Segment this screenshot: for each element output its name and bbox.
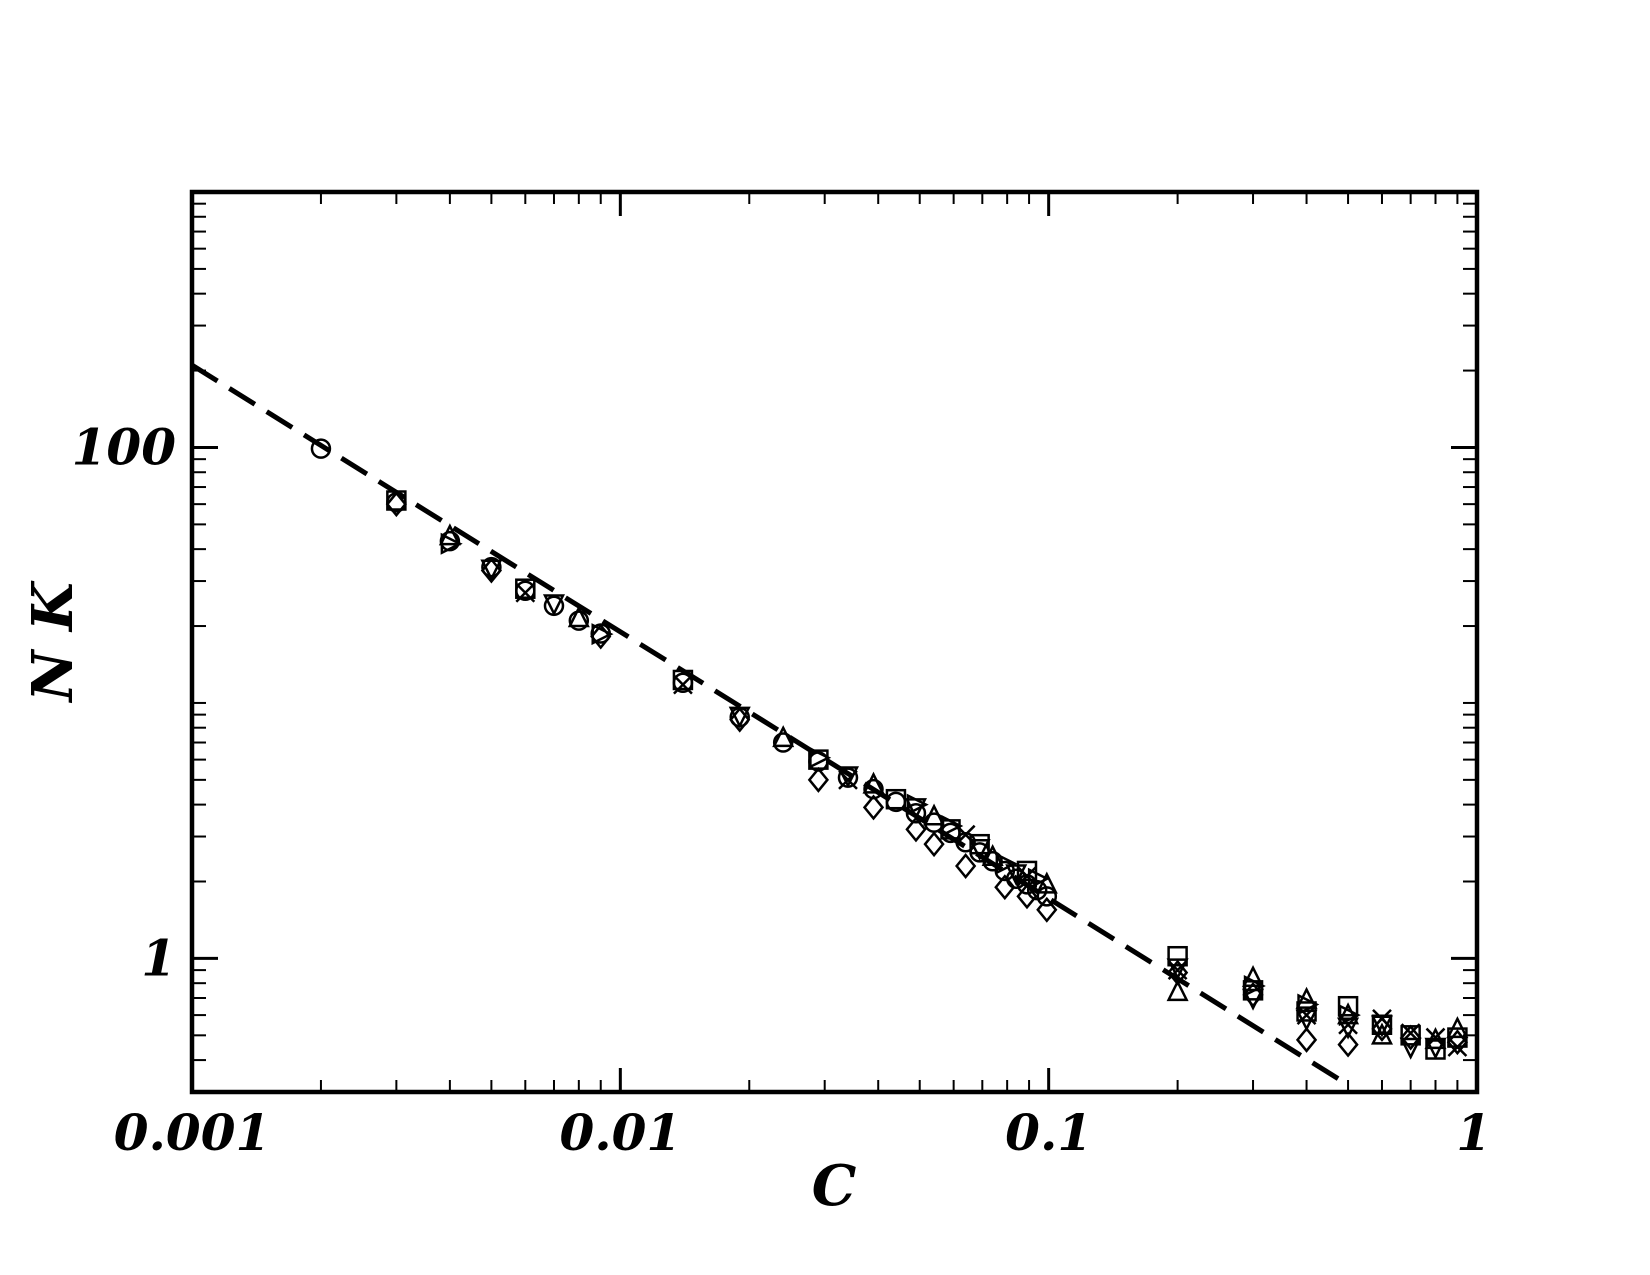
triangle-up-marker <box>772 725 795 748</box>
x-marker <box>1400 1023 1421 1044</box>
square-marker <box>969 833 990 855</box>
x-marker <box>838 769 858 790</box>
diamond-marker <box>1016 883 1038 910</box>
diamond-marker <box>862 794 885 821</box>
triangle-down-marker <box>542 594 566 617</box>
triangle-up-marker <box>567 605 590 628</box>
triangle-down-marker <box>1005 864 1028 887</box>
diamond-marker <box>807 766 830 793</box>
x-marker <box>1296 1005 1317 1025</box>
square-marker <box>885 788 907 810</box>
triangle-down-marker <box>1370 1015 1393 1038</box>
diamond-marker <box>1337 1031 1359 1058</box>
diamond-marker <box>923 831 945 858</box>
square-marker <box>1016 860 1038 882</box>
major-ticks <box>190 192 1479 1092</box>
diamond-marker <box>905 816 927 843</box>
circle-marker <box>310 438 332 459</box>
triangle-up-marker <box>1166 979 1189 1002</box>
triangle-right-marker <box>995 852 1018 875</box>
triangle-down-marker <box>728 706 751 729</box>
square-marker <box>672 669 694 691</box>
x-marker <box>1338 1014 1358 1035</box>
triangle-up-marker <box>1370 1022 1393 1045</box>
circle-marker <box>772 732 794 753</box>
square-marker <box>515 578 536 599</box>
triangle-right-marker <box>809 746 832 769</box>
triangle-right-marker <box>1297 993 1320 1016</box>
triangle-right-marker <box>440 532 463 555</box>
data-markers <box>310 438 1469 1060</box>
fit-line-group <box>190 363 1350 1087</box>
x-marker <box>1447 1037 1468 1057</box>
minor-ticks <box>192 192 1477 1093</box>
x-tick-label: 0.001 <box>114 1103 271 1162</box>
square-marker <box>1167 945 1188 967</box>
circle-marker <box>568 610 590 631</box>
y-axis-title: N K <box>20 580 86 704</box>
diamond-marker <box>1295 1026 1318 1053</box>
plot-frame <box>189 189 1480 1095</box>
triangle-up-marker <box>923 803 946 826</box>
y-tick-label: 1 <box>141 928 176 987</box>
x-marker <box>515 582 536 603</box>
x-marker <box>673 674 693 695</box>
triangle-down-marker <box>968 838 991 862</box>
square-marker <box>386 490 407 511</box>
triangle-down-marker <box>1399 1037 1422 1060</box>
triangle-up-marker <box>1242 964 1265 988</box>
diamond-marker <box>1446 1029 1469 1056</box>
diamond-marker <box>994 874 1016 901</box>
triangle-up-marker <box>862 771 885 794</box>
y-tick-label: 100 <box>72 417 177 476</box>
fit-line <box>190 363 1350 1087</box>
x-tick-label: 0.01 <box>559 1103 681 1162</box>
triangle-up-marker <box>438 523 461 546</box>
triangle-up-marker <box>1446 1016 1469 1039</box>
x-marker <box>1017 866 1037 886</box>
x-tick-labels: 0.001 0.01 0.1 1 <box>114 1103 1491 1162</box>
square-marker <box>1400 1025 1421 1046</box>
x-marker <box>955 824 976 845</box>
diamond-marker <box>1036 896 1058 923</box>
diamond-marker <box>1400 1024 1422 1051</box>
triangle-right-marker <box>1243 974 1266 998</box>
x-marker <box>1167 960 1188 980</box>
diamond-marker <box>955 853 977 879</box>
triangle-right-marker <box>941 814 964 837</box>
triangle-down-marker <box>1166 958 1189 981</box>
x-marker <box>1425 1027 1446 1048</box>
y-tick-labels: 1 100 <box>72 417 177 987</box>
triangle-right-marker <box>591 623 614 646</box>
triangle-right-marker <box>906 793 929 816</box>
x-axis-title: C <box>812 1153 857 1219</box>
x-tick-label: 0.1 <box>1005 1103 1092 1162</box>
x-tick-label: 1 <box>1456 1103 1491 1162</box>
x-marker <box>1372 1008 1392 1029</box>
circle-marker <box>1036 886 1058 907</box>
diamond-marker <box>385 491 407 518</box>
triangle-up-marker <box>1035 871 1058 894</box>
triangle-down-marker <box>480 559 503 582</box>
